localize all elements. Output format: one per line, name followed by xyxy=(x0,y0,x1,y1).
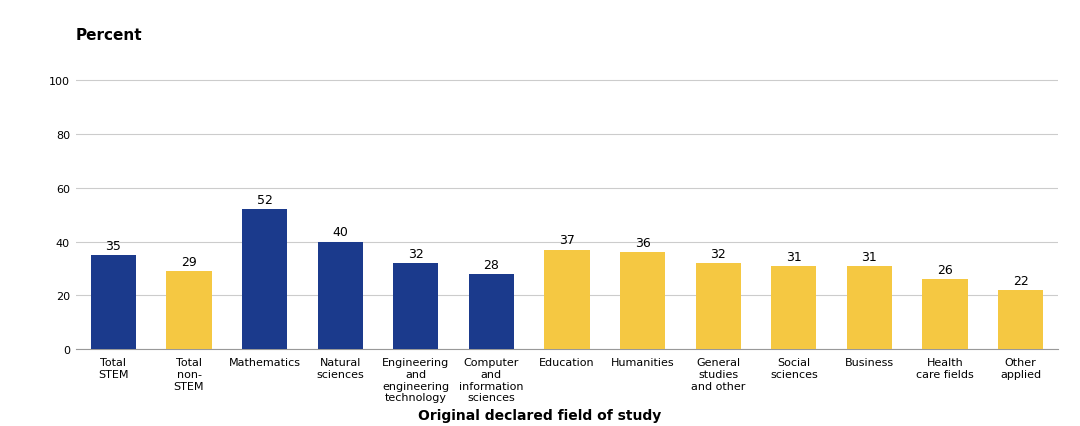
Bar xyxy=(922,279,968,349)
Bar xyxy=(696,264,741,349)
Bar xyxy=(847,266,892,349)
Bar xyxy=(393,264,438,349)
Bar xyxy=(469,274,514,349)
Bar xyxy=(91,256,136,349)
Bar xyxy=(998,290,1043,349)
Bar xyxy=(771,266,816,349)
Text: Percent: Percent xyxy=(76,28,143,43)
Bar xyxy=(318,242,363,349)
Bar xyxy=(620,253,665,349)
Text: 29: 29 xyxy=(181,255,197,268)
Text: 26: 26 xyxy=(937,263,953,276)
Text: 32: 32 xyxy=(711,248,726,260)
Text: 35: 35 xyxy=(106,239,121,252)
Bar xyxy=(242,210,287,349)
Text: 31: 31 xyxy=(862,250,877,263)
Bar xyxy=(166,271,212,349)
Text: 31: 31 xyxy=(786,250,801,263)
Bar xyxy=(544,250,590,349)
Text: Original declared field of study: Original declared field of study xyxy=(418,408,662,422)
Text: 22: 22 xyxy=(1013,274,1028,287)
Text: 36: 36 xyxy=(635,236,650,250)
Text: 32: 32 xyxy=(408,248,423,260)
Text: 52: 52 xyxy=(257,194,272,207)
Text: 37: 37 xyxy=(559,234,575,247)
Text: 40: 40 xyxy=(333,226,348,239)
Text: 28: 28 xyxy=(484,258,499,271)
